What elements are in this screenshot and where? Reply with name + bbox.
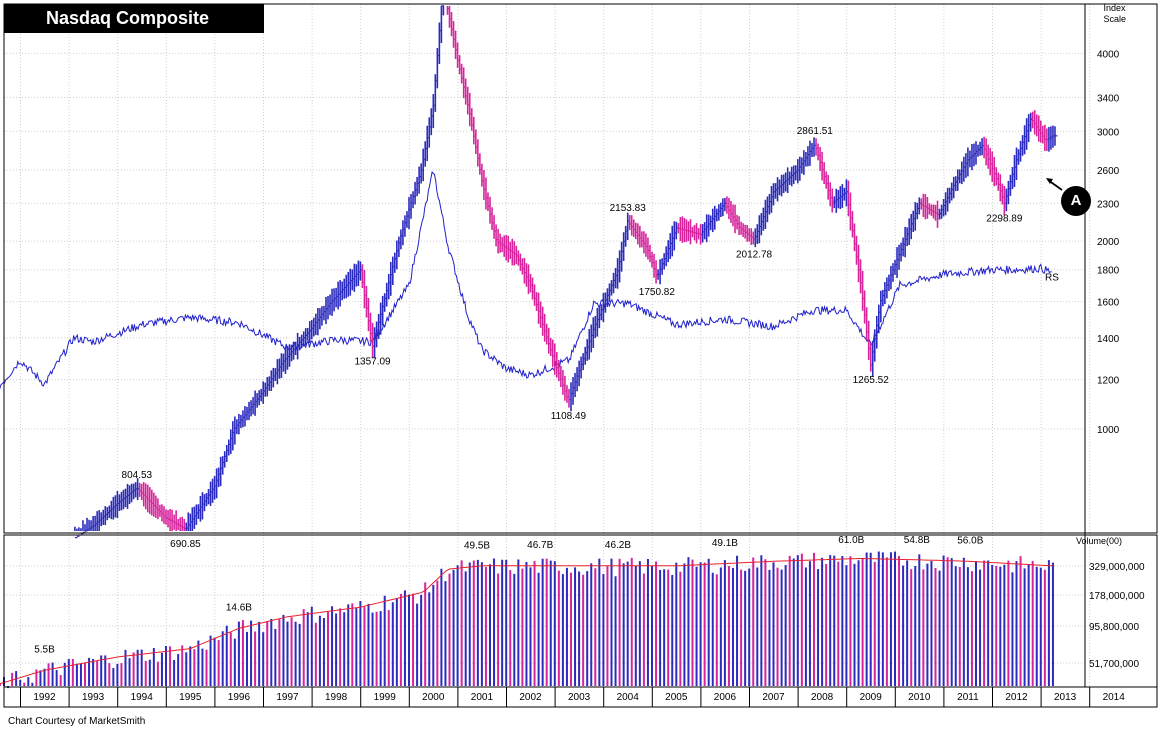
chart-credit: Chart Courtesy of MarketSmith (8, 716, 146, 727)
x-tick-label: 2012 (1005, 692, 1028, 703)
x-tick-label: 2009 (860, 692, 883, 703)
y-tick-label: 2300 (1097, 199, 1120, 210)
index-scale-line2: Scale (1103, 14, 1126, 24)
x-tick-label: 1993 (82, 692, 105, 703)
volume-annotation: 5.5B (34, 645, 55, 656)
volume-annotation: 46.7B (527, 540, 553, 551)
x-tick-label: 2003 (568, 692, 591, 703)
x-tick-label: 1996 (228, 692, 251, 703)
chart-labels: 1000 1200 1400 1600 1800 2000 2300 2600 3000 3400… (33, 49, 1145, 703)
index-scale-line1: Index (1103, 3, 1126, 13)
x-tick-label: 2006 (714, 692, 737, 703)
y-tick-label: 2600 (1097, 166, 1120, 177)
x-tick-label: 1999 (374, 692, 397, 703)
y-tick-label: 4000 (1097, 49, 1120, 60)
volume-annotation: 49.1B (712, 538, 738, 549)
y-tick-label: 3400 (1097, 93, 1120, 104)
volume-annotation: 54.8B (904, 535, 930, 546)
x-tick-label: 1994 (131, 692, 154, 703)
marker-arrow-head (1046, 178, 1053, 184)
x-tick-label: 2001 (471, 692, 494, 703)
x-tick-label: 2013 (1054, 692, 1077, 703)
volume-tick-label: 95,800,000 (1089, 622, 1139, 633)
chart-title: Nasdaq Composite (4, 4, 264, 33)
volume-header: Volume(00) (1076, 536, 1123, 546)
price-annotation: 1357.09 (354, 356, 391, 367)
x-tick-label: 2007 (762, 692, 785, 703)
volume-annotation: 56.0B (957, 536, 983, 547)
y-tick-label: 1200 (1097, 376, 1120, 387)
x-tick-label: 1997 (276, 692, 299, 703)
x-tick-label: 2008 (811, 692, 834, 703)
y-tick-label: 1400 (1097, 334, 1120, 345)
x-tick-label: 2011 (957, 692, 979, 703)
y-tick-label: 3000 (1097, 127, 1120, 138)
price-annotation: 1108.49 (551, 411, 587, 422)
price-panel-border (3, 3, 1158, 534)
y-tick-label: 2000 (1097, 237, 1120, 248)
price-annotation: 2012.78 (736, 249, 773, 260)
index-scale-header: Index Scale (1103, 3, 1126, 25)
rs-line (0, 171, 1052, 390)
price-annotation: 1265.52 (853, 375, 890, 386)
x-tick-label: 2002 (519, 692, 542, 703)
x-tick-label: 2005 (665, 692, 688, 703)
x-tick-label: 1998 (325, 692, 348, 703)
x-tick-label: 2014 (1103, 692, 1126, 703)
volume-annotation: 61.0B (838, 535, 864, 546)
price-annotation: 2153.83 (610, 203, 647, 214)
y-tick-label: 1800 (1097, 266, 1120, 277)
rs-label: RS (1045, 273, 1059, 284)
volume-annotation: 49.5B (464, 541, 490, 552)
year-axis-border (3, 686, 1158, 708)
price-annotation: 1750.82 (639, 287, 676, 298)
volume-tick-label: 51,700,000 (1089, 659, 1139, 670)
price-bars (74, 5, 1058, 539)
price-annotation: 804.53 (122, 470, 153, 481)
volume-bars (0, 551, 1054, 689)
y-tick-label: 1000 (1097, 425, 1120, 436)
volume-annotation: 14.6B (226, 603, 252, 614)
y-tick-label: 1600 (1097, 298, 1120, 309)
volume-annotation: 46.2B (605, 540, 631, 551)
gridlines (4, 4, 1091, 687)
x-tick-label: 2010 (908, 692, 931, 703)
annotation-marker-a: A (1061, 186, 1091, 216)
x-tick-label: 2000 (422, 692, 445, 703)
price-annotation: 2298.89 (986, 213, 1023, 224)
rs-line-path (0, 171, 1052, 390)
x-tick-label: 1995 (179, 692, 202, 703)
volume-tick-label: 178,000,000 (1089, 591, 1145, 602)
volume-moving-average (0, 558, 1053, 685)
x-tick-label: 1992 (33, 692, 56, 703)
x-tick-label: 2004 (617, 692, 640, 703)
price-annotation: 690.85 (170, 539, 201, 550)
price-annotation: 2861.51 (797, 126, 834, 137)
chart-frame (3, 3, 1158, 708)
volume-tick-label: 329,000,000 (1089, 562, 1145, 573)
